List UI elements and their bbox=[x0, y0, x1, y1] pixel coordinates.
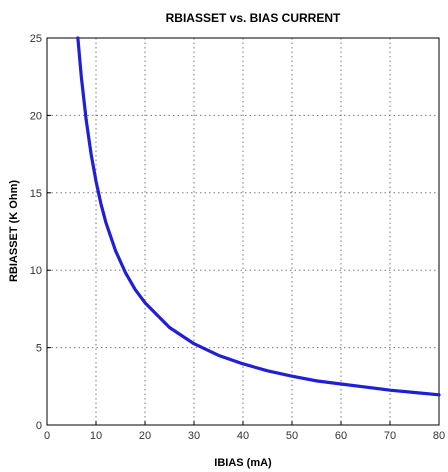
y-tick-label: 20 bbox=[30, 110, 42, 122]
y-tick-label: 5 bbox=[36, 343, 42, 355]
y-tick-label: 0 bbox=[36, 420, 42, 432]
x-tick-label: 40 bbox=[237, 430, 249, 442]
y-tick-label: 15 bbox=[30, 188, 42, 200]
x-tick-label: 30 bbox=[188, 430, 200, 442]
chart-title: RBIASSET vs. BIAS CURRENT bbox=[166, 11, 341, 25]
x-tick-label: 50 bbox=[286, 430, 298, 442]
x-tick-label: 20 bbox=[139, 430, 151, 442]
x-tick-label: 60 bbox=[335, 430, 347, 442]
y-axis-label: RBIASSET (K Ohm) bbox=[8, 180, 20, 282]
series-line bbox=[76, 36, 441, 397]
grid-lines bbox=[47, 38, 439, 425]
x-tick-label: 0 bbox=[44, 430, 50, 442]
x-tick-label: 10 bbox=[90, 430, 102, 442]
x-axis-label: IBIAS (mA) bbox=[214, 457, 272, 469]
y-tick-label: 10 bbox=[30, 265, 42, 277]
x-tick-label: 80 bbox=[433, 430, 445, 442]
x-tick-label: 70 bbox=[384, 430, 396, 442]
y-tick-label: 25 bbox=[30, 33, 42, 45]
axis-ticks: 0 10 20 30 40 50 60 70 80 0 5 10 15 20 25 bbox=[30, 33, 445, 442]
